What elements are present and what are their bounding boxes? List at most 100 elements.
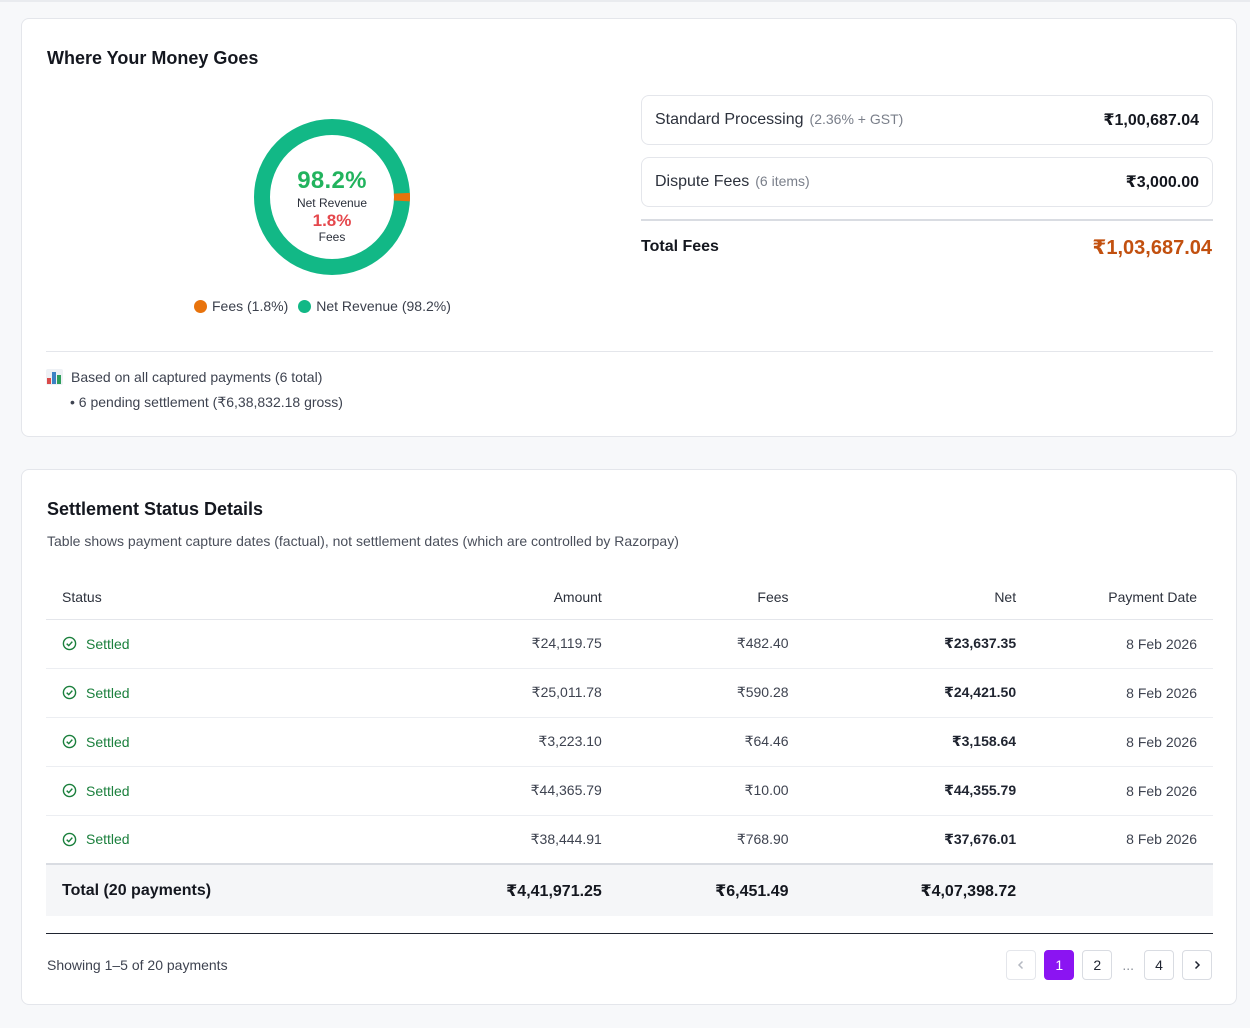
legend-fees-dot	[194, 299, 207, 313]
total-amount-cell: ₹4,41,971.25	[431, 863, 618, 916]
status-cell: Settled	[46, 717, 432, 767]
date-cell: 8 Feb 2026	[1032, 815, 1213, 865]
fees-cell: ₹768.90	[617, 815, 805, 865]
donut-chart: 98.2% Net Revenue 1.8% Fees	[252, 117, 412, 277]
next-page-button[interactable]	[1182, 950, 1212, 980]
table-row: Settled ₹24,119.75 ₹482.40 ₹23,637.35 8 Feb …	[46, 619, 1213, 669]
status-text: Settled	[86, 684, 130, 701]
donut-net-label: Net Revenue	[296, 196, 368, 210]
fees-cell: ₹64.46	[617, 717, 805, 767]
status-badge: Settled	[62, 783, 415, 799]
fees-cell: ₹10.00	[617, 766, 805, 816]
amount-cell: ₹44,365.79	[431, 766, 618, 816]
col-fees: Fees	[617, 576, 805, 620]
legend-item-fees: Fees (1.8%)	[194, 298, 288, 314]
pagination: 1 2 ... 4	[998, 950, 1212, 980]
fee-note: (6 items)	[755, 173, 810, 189]
total-empty-cell	[1032, 863, 1213, 916]
legend-net-label: Net Revenue (98.2%)	[316, 298, 451, 314]
pagination-ellipsis: ...	[1122, 957, 1134, 973]
legend-item-net: Net Revenue (98.2%)	[298, 298, 451, 314]
status-badge: Settled	[62, 636, 415, 652]
fee-row-dispute-left: Dispute Fees (6 items)	[655, 173, 810, 191]
fee-label: Standard Processing	[655, 111, 804, 128]
total-fees-cell: ₹6,451.49	[617, 863, 805, 916]
date-cell: 8 Feb 2026	[1032, 619, 1213, 669]
net-cell: ₹23,637.35	[804, 619, 1033, 669]
col-status: Status	[46, 576, 432, 620]
date-cell: 8 Feb 2026	[1032, 717, 1213, 767]
status-cell: Settled	[46, 619, 432, 669]
status-badge: Settled	[62, 685, 415, 701]
table-header-row: Status Amount Fees Net Payment Date	[46, 576, 1213, 620]
fee-row-dispute-fees: Dispute Fees (6 items) ₹3,000.00	[641, 157, 1213, 207]
donut-fee-label: Fees	[318, 230, 346, 244]
donut-fee-arc	[254, 119, 410, 275]
fee-value: ₹1,00,687.04	[1103, 112, 1199, 129]
chevron-left-icon	[1018, 960, 1024, 970]
total-label-cell: Total (20 payments)	[46, 863, 432, 916]
table-row: Settled ₹38,444.91 ₹768.90 ₹37,676.01 8 Feb …	[46, 815, 1213, 865]
footnote-sub: • 6 pending settlement (₹6,38,832.18 gro…	[70, 394, 343, 410]
total-net-cell: ₹4,07,398.72	[804, 863, 1033, 916]
fee-label: Dispute Fees	[655, 173, 750, 190]
net-cell: ₹37,676.01	[804, 815, 1033, 865]
prev-page-button[interactable]	[1006, 950, 1037, 980]
footnote-text: Based on all captured payments (6 total)	[71, 369, 323, 385]
table-row: Settled ₹3,223.10 ₹64.46 ₹3,158.64 8 Feb 202…	[46, 717, 1213, 767]
top-border	[0, 0, 1250, 2]
status-badge: Settled	[62, 831, 415, 847]
col-payment-date: Payment Date	[1032, 576, 1213, 620]
settlement-subtitle: Table shows payment capture dates (factu…	[47, 533, 679, 549]
status-text: Settled	[86, 831, 130, 848]
money-card: Where Your Money Goes 98.2% Net Revenue …	[21, 18, 1237, 437]
net-cell: ₹3,158.64	[804, 717, 1033, 767]
money-card-title: Where Your Money Goes	[47, 48, 259, 68]
page-button-1[interactable]: 1	[1044, 950, 1075, 980]
total-fees-label: Total Fees	[641, 238, 719, 255]
net-cell: ₹24,421.50	[804, 668, 1033, 718]
check-circle-icon	[62, 734, 77, 749]
date-cell: 8 Feb 2026	[1032, 766, 1213, 816]
legend-net-dot	[298, 299, 312, 313]
status-text: Settled	[86, 733, 130, 750]
bar-chart-icon	[46, 369, 63, 385]
status-cell: Settled	[46, 815, 432, 865]
col-amount: Amount	[431, 576, 618, 620]
section-divider	[46, 351, 1213, 352]
col-net: Net	[804, 576, 1033, 620]
date-cell: 8 Feb 2026	[1032, 668, 1213, 718]
pagination-summary: Showing 1–5 of 20 payments	[47, 957, 228, 973]
amount-cell: ₹38,444.91	[431, 815, 618, 865]
status-cell: Settled	[46, 766, 432, 816]
check-circle-icon	[62, 685, 77, 700]
settlement-card: Settlement Status Details Table shows pa…	[21, 469, 1237, 1005]
fee-row-standard-left: Standard Processing (2.36% + GST)	[655, 111, 903, 129]
donut-legend: Fees (1.8%) Net Revenue (98.2%)	[194, 298, 461, 314]
status-text: Settled	[86, 782, 130, 799]
net-cell: ₹44,355.79	[804, 766, 1033, 816]
settlement-card-title: Settlement Status Details	[47, 499, 264, 519]
settlement-table: Status Amount Fees Net Payment Date Sett…	[46, 576, 1213, 916]
page-button-4[interactable]: 4	[1144, 950, 1174, 980]
amount-cell: ₹25,011.78	[431, 668, 618, 718]
footnote: Based on all captured payments (6 total)	[46, 369, 322, 385]
amount-cell: ₹24,119.75	[431, 619, 618, 669]
check-circle-icon	[62, 783, 77, 798]
table-row: Settled ₹25,011.78 ₹590.28 ₹24,421.50 8 Feb …	[46, 668, 1213, 718]
legend-fees-label: Fees (1.8%)	[212, 298, 289, 314]
fees-cell: ₹482.40	[617, 619, 805, 669]
status-cell: Settled	[46, 668, 432, 718]
page-button-2[interactable]: 2	[1082, 950, 1113, 980]
chevron-right-icon	[1194, 960, 1201, 970]
donut-net-pct: 98.2%	[297, 167, 367, 194]
total-divider	[641, 219, 1213, 221]
fee-note: (2.36% + GST)	[809, 111, 904, 127]
table-row: Settled ₹44,365.79 ₹10.00 ₹44,355.79 8 Feb 2…	[46, 766, 1213, 816]
fees-cell: ₹590.28	[617, 668, 805, 718]
donut-center: 98.2% Net Revenue 1.8% Fees	[252, 117, 412, 277]
total-fees-value: ₹1,03,687.04	[1092, 237, 1212, 259]
fee-value: ₹3,000.00	[1125, 174, 1199, 191]
table-bottom-divider	[46, 933, 1213, 934]
amount-cell: ₹3,223.10	[431, 717, 618, 767]
